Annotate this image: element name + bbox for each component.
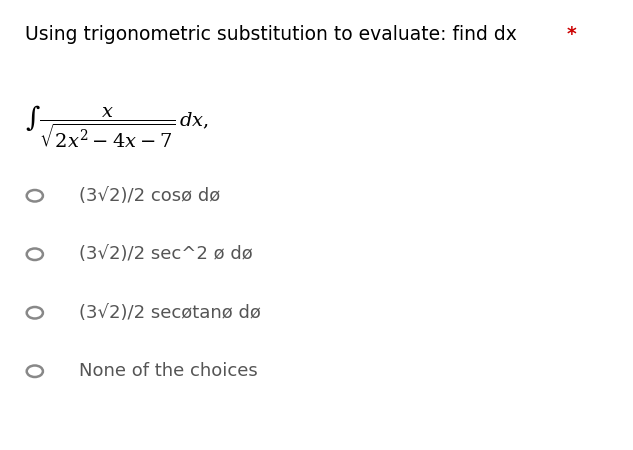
Text: None of the choices: None of the choices bbox=[79, 362, 258, 380]
Text: *: * bbox=[567, 25, 576, 44]
Text: (3√2)/2 sec^2 ø dø: (3√2)/2 sec^2 ø dø bbox=[79, 245, 253, 263]
Text: (3√2)/2 secøtanø dø: (3√2)/2 secøtanø dø bbox=[79, 304, 261, 322]
Text: (3√2)/2 cosø dø: (3√2)/2 cosø dø bbox=[79, 187, 220, 205]
Text: Using trigonometric substitution to evaluate: find dx: Using trigonometric substitution to eval… bbox=[25, 25, 523, 44]
Text: $\int \dfrac{x}{\sqrt{2x^2-4x-7}}\,dx,$: $\int \dfrac{x}{\sqrt{2x^2-4x-7}}\,dx,$ bbox=[25, 104, 210, 149]
